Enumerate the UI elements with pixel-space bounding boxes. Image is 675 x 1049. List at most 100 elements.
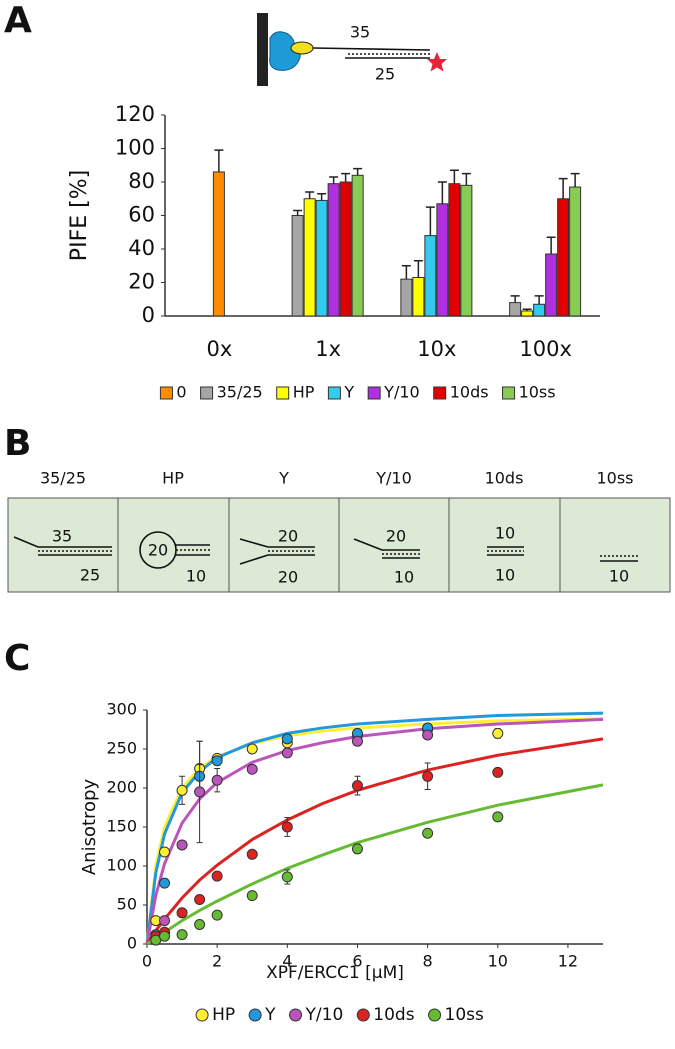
- y-tick-label: 300: [106, 700, 137, 719]
- bar: [327, 183, 340, 317]
- cell: [338, 497, 450, 593]
- legend-label: HP: [212, 1005, 235, 1025]
- error-bar: [317, 192, 327, 201]
- quencher: [427, 52, 447, 72]
- legend-label: Y/10: [305, 1005, 344, 1025]
- error-bar: [570, 172, 580, 188]
- panel-label: C: [4, 638, 30, 679]
- length-label: 20: [278, 568, 298, 587]
- bar: [545, 253, 558, 317]
- error-bar: [413, 259, 423, 278]
- point: [246, 848, 258, 860]
- x-axis-label: XPF/ERCC1 [µM]: [266, 963, 404, 983]
- strand: [13, 536, 112, 548]
- x-tick-label: 0: [142, 952, 152, 971]
- cell: [448, 497, 561, 593]
- length-label: 25: [80, 566, 100, 585]
- point: [159, 846, 171, 858]
- error-bar: [329, 176, 339, 184]
- point: [351, 735, 363, 747]
- bar: [412, 276, 425, 317]
- bar: [212, 171, 225, 317]
- point: [422, 827, 434, 839]
- substrate-table: 35/25 HP Y Y/10 10ds 10ss 35 25 20 10 20…: [7, 469, 671, 593]
- legend-label: 10ds: [373, 1005, 414, 1025]
- error-bar: [401, 265, 411, 280]
- point: [246, 743, 258, 755]
- error-bar: [461, 172, 471, 186]
- panel-label: A: [4, 0, 32, 41]
- point: [211, 774, 223, 786]
- error-bar: [522, 308, 532, 311]
- length-label: 20: [148, 541, 168, 560]
- x-tick-label: 0x: [206, 337, 232, 361]
- point: [422, 729, 434, 741]
- point: [281, 733, 293, 745]
- strand: [239, 554, 315, 565]
- x-tick-label: 4: [282, 952, 292, 971]
- legend-label: 35/25: [217, 383, 263, 402]
- bar: [509, 302, 522, 317]
- point: [281, 821, 293, 833]
- error-bar: [305, 191, 315, 199]
- substrate-name: 10ss: [596, 469, 633, 488]
- point: [492, 766, 504, 778]
- x-tick-label: 1x: [315, 337, 341, 361]
- length-label: 10: [495, 566, 515, 585]
- bar: [521, 310, 534, 317]
- bar: [315, 199, 328, 317]
- y-tick-label: 100: [106, 856, 137, 875]
- y-axis-label: PIFE [%]: [67, 170, 92, 261]
- bar: [569, 186, 582, 317]
- legend-swatch: [276, 386, 290, 400]
- length-label: 20: [386, 527, 406, 546]
- error-bar: [449, 169, 459, 184]
- strand: [312, 47, 431, 51]
- bar: [339, 181, 352, 317]
- point: [159, 930, 171, 942]
- legend-label: HP: [293, 383, 315, 402]
- legend-label: Y: [343, 383, 354, 402]
- legend-swatch: [200, 386, 214, 400]
- cell: [7, 497, 119, 593]
- bar: [400, 278, 413, 317]
- y-tick-label: 50: [117, 895, 137, 914]
- length-label: 10: [609, 567, 629, 586]
- bar: [557, 198, 570, 317]
- y-tick-label: 150: [106, 817, 137, 836]
- legend-label: 10ss: [445, 1005, 484, 1025]
- strand: [353, 538, 420, 551]
- fit-curve: [145, 711, 604, 945]
- length-label: 35: [350, 23, 370, 42]
- bar: [424, 235, 437, 317]
- legend-swatch: [433, 386, 447, 400]
- point: [176, 784, 188, 796]
- cell: [559, 497, 671, 593]
- strand: [239, 538, 315, 548]
- substrate-name: Y/10: [375, 469, 412, 488]
- point: [246, 763, 258, 775]
- cell: [117, 497, 230, 593]
- point: [176, 929, 188, 941]
- bar: [533, 303, 546, 317]
- x-tick-label: 12: [558, 952, 578, 971]
- error-bar: [353, 167, 363, 176]
- point: [246, 890, 258, 902]
- bar: [291, 215, 304, 317]
- error-bar: [534, 295, 544, 305]
- point: [159, 915, 171, 927]
- point: [351, 843, 363, 855]
- point: [176, 839, 188, 851]
- point: [211, 755, 223, 767]
- point: [492, 727, 504, 739]
- legend-swatch: [159, 386, 173, 400]
- legend-label: 10ss: [519, 383, 556, 402]
- point: [211, 909, 223, 921]
- legend-label: 0: [176, 383, 186, 402]
- y-tick-label: 0: [142, 303, 155, 327]
- point: [159, 877, 171, 889]
- y-tick-label: 200: [106, 778, 137, 797]
- y-tick-label: 20: [128, 270, 155, 294]
- surface: [257, 13, 268, 86]
